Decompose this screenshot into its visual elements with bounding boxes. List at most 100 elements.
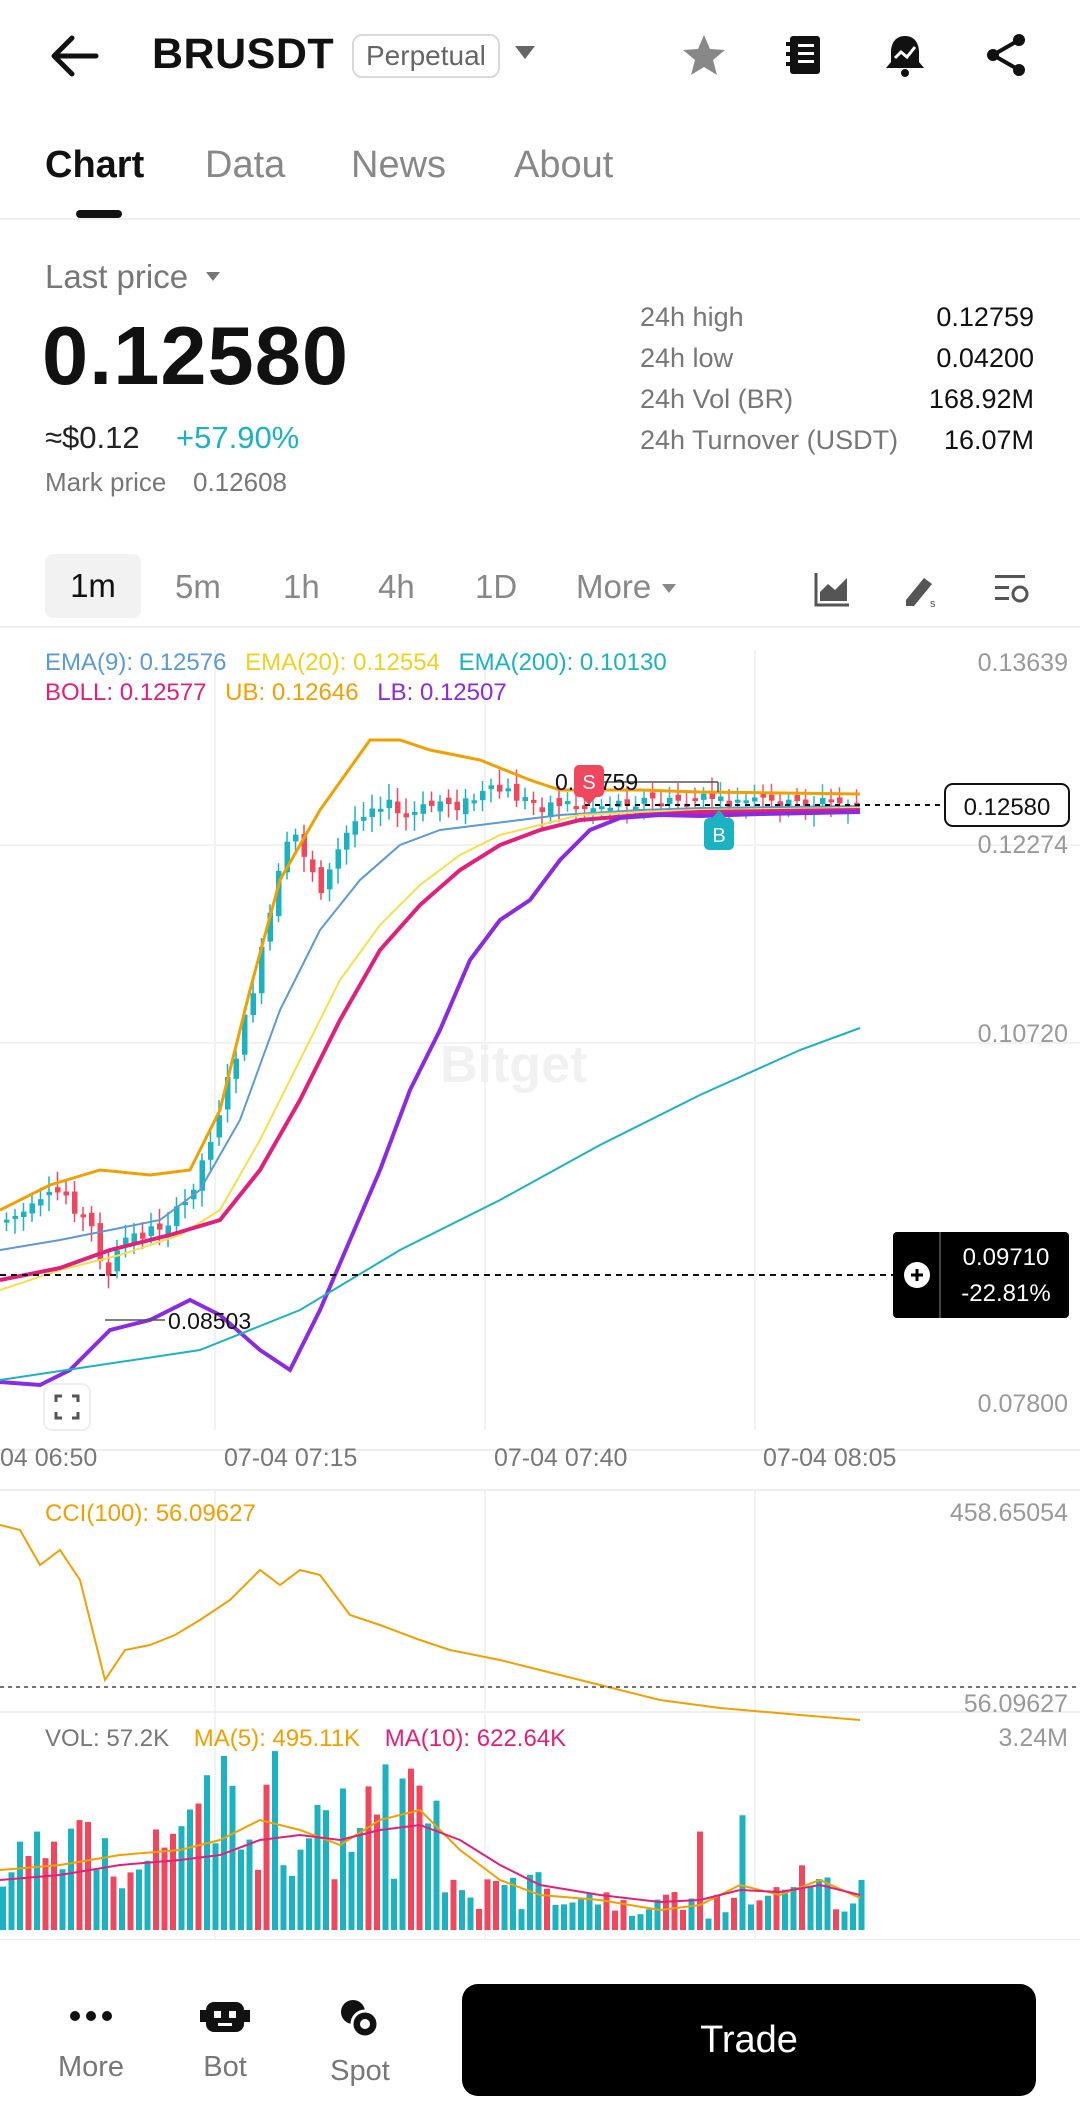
chart-type-icon[interactable] (813, 570, 851, 608)
volume-bar (535, 1872, 542, 1930)
candle-body (378, 808, 384, 812)
price-axis-label: 0.13639 (978, 649, 1068, 677)
volume-bar (323, 1810, 329, 1930)
volume-bar (119, 1888, 125, 1930)
notebook-icon[interactable] (782, 32, 828, 78)
draw-tool-icon[interactable]: s (902, 570, 940, 608)
indicator-settings-icon[interactable] (993, 570, 1031, 608)
trade-button[interactable]: Trade (462, 1984, 1036, 2096)
volume-bar (161, 1847, 168, 1930)
chevron-down-icon (662, 584, 676, 593)
volume-bar (297, 1849, 304, 1930)
volume-bar (195, 1803, 202, 1930)
more-dots-icon (70, 2011, 112, 2021)
candle-body (259, 946, 265, 994)
volume-bar (229, 1785, 236, 1930)
cci-legend: CCI(100): 56.09627 (45, 1500, 256, 1527)
candle-body (386, 799, 392, 809)
volume-panel (0, 1751, 865, 1930)
price-axis-label: 0.07800 (978, 1390, 1068, 1418)
volume-bar (824, 1877, 831, 1930)
candle-body (488, 785, 494, 789)
back-arrow-icon[interactable] (46, 30, 102, 82)
buy-marker[interactable] (704, 818, 734, 850)
active-tab-indicator (76, 210, 122, 218)
candle-body (650, 792, 656, 799)
price-change-pct: +57.90% (176, 420, 300, 455)
volume-bar (399, 1778, 406, 1930)
candle-body (718, 796, 724, 802)
candle-body (820, 798, 826, 805)
volume-bar (620, 1900, 627, 1930)
volume-bar (42, 1858, 49, 1930)
volume-bar (187, 1809, 193, 1930)
last-price-selector[interactable]: Last price (45, 258, 189, 295)
candle-body (46, 1191, 52, 1196)
volume-bar (705, 1918, 712, 1930)
sell-marker[interactable] (574, 765, 604, 797)
volume-bar (612, 1910, 618, 1930)
candle-body (607, 807, 613, 811)
volume-bar (17, 1841, 23, 1930)
volume-bar (765, 1895, 771, 1930)
volume-axis-top: 3.24M (999, 1724, 1068, 1752)
nav-spot[interactable]: Spot (305, 1996, 415, 2088)
crosshair-tag[interactable] (893, 1232, 1069, 1318)
volume-bar (340, 1788, 346, 1930)
candle-body (522, 797, 528, 802)
bot-icon (200, 2002, 250, 2032)
volume-bar (527, 1874, 533, 1930)
candle-body (420, 804, 426, 814)
volume-bar (59, 1869, 66, 1930)
volume-bar (178, 1826, 185, 1930)
interval-more[interactable]: More (576, 568, 652, 605)
nav-more[interactable]: More (36, 1996, 146, 2084)
sell-marker-pointer (582, 797, 596, 805)
candle-body (429, 800, 435, 806)
candle-body (505, 788, 511, 792)
price-axis-label: 0.10720 (978, 1020, 1068, 1048)
volume-bar (459, 1890, 465, 1930)
tab-news[interactable]: News (351, 144, 447, 186)
nav-bot-label: Bot (203, 2051, 247, 2083)
share-icon[interactable] (983, 32, 1029, 78)
candle-body (403, 813, 409, 818)
vol-legend: VOL: 57.2K (45, 1725, 169, 1752)
tab-about[interactable]: About (514, 144, 614, 186)
candle-body (12, 1215, 18, 1219)
interval-1d[interactable]: 1D (475, 568, 518, 605)
tab-data[interactable]: Data (205, 144, 286, 186)
volume-bar (0, 1886, 6, 1930)
star-icon[interactable] (681, 32, 727, 78)
stat-label-high: 24h high (640, 302, 744, 332)
dropdown-caret-icon[interactable] (515, 46, 535, 59)
ma5-line (0, 1808, 861, 1912)
candle-body (726, 800, 732, 807)
candle-body (267, 912, 273, 942)
symbol-title[interactable]: BRUSDT (152, 30, 335, 78)
tab-chart[interactable]: Chart (45, 144, 145, 186)
interval-5m[interactable]: 5m (175, 568, 221, 605)
candle-body (692, 798, 698, 802)
candle-body (123, 1237, 129, 1245)
price-alert-icon[interactable] (882, 32, 928, 78)
interval-1h[interactable]: 1h (283, 568, 320, 605)
candle-body (446, 797, 452, 805)
candle-body (89, 1212, 95, 1227)
nav-bot[interactable]: Bot (170, 1996, 280, 2084)
candle-body (590, 808, 596, 815)
volume-bar (170, 1833, 176, 1930)
stat-value-high: 0.12759 (936, 302, 1034, 332)
buy-marker-label: B (712, 825, 725, 847)
candle-body (437, 801, 443, 812)
volume-bar (382, 1764, 389, 1930)
candle-body (599, 806, 605, 810)
volume-bar (858, 1879, 865, 1930)
interval-4h[interactable]: 4h (378, 568, 415, 605)
volume-bar (756, 1900, 763, 1930)
price-chart[interactable]: Bitget 0.13639 0.12274 0.10720 0.07800 0… (0, 630, 1080, 1940)
candle-body (276, 870, 282, 917)
fullscreen-icon[interactable] (43, 1383, 91, 1431)
interval-1m[interactable]: 1m (45, 554, 141, 618)
ema9-legend: EMA(9): 0.12576 (45, 649, 226, 676)
